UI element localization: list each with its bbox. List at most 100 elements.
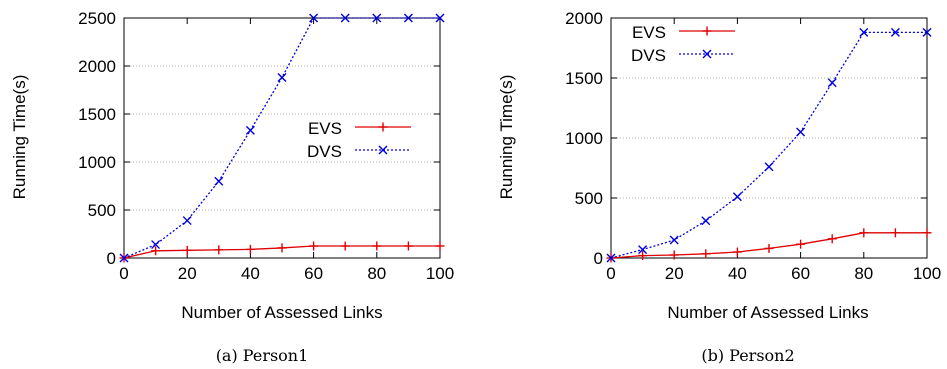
legend-sample-dvs xyxy=(679,49,735,59)
series-line-dvs xyxy=(123,17,440,259)
data-point-dvs xyxy=(701,216,711,226)
data-point-dvs xyxy=(435,13,445,23)
data-point-evs xyxy=(890,228,900,238)
data-point-dvs xyxy=(309,13,319,23)
y-tick-label: 500 xyxy=(88,201,116,220)
legend-label-dvs: DVS xyxy=(631,46,666,65)
legend-label-dvs: DVS xyxy=(307,142,342,161)
x-axis-title: Number of Assessed Links xyxy=(181,303,382,322)
caption: (a) Person1 xyxy=(216,346,309,365)
data-point-evs xyxy=(638,251,648,261)
legend-marker xyxy=(378,145,388,155)
series-layer xyxy=(119,13,445,263)
x-tick-label: 40 xyxy=(728,264,747,283)
legend: EVS DVS xyxy=(307,119,411,161)
x-tick-label: 100 xyxy=(913,264,941,283)
data-point-dvs xyxy=(340,13,350,23)
data-point-evs xyxy=(701,249,711,259)
data-point-evs xyxy=(245,244,255,254)
data-point-evs xyxy=(827,234,837,244)
x-tick-label: 20 xyxy=(665,264,684,283)
caption: (b) Person2 xyxy=(701,346,794,365)
series-line-dvs xyxy=(610,31,927,259)
plot-border xyxy=(123,17,441,259)
x-tick-label: 20 xyxy=(178,264,197,283)
data-point-dvs xyxy=(606,253,616,263)
legend-marker xyxy=(378,122,388,132)
y-tick-label: 500 xyxy=(575,189,603,208)
legend-marker xyxy=(702,26,712,36)
data-point-dvs xyxy=(669,235,679,245)
data-point-evs xyxy=(309,241,319,251)
y-tick-label: 1000 xyxy=(565,129,603,148)
plot-frame xyxy=(123,17,441,259)
data-point-evs xyxy=(372,241,382,251)
data-point-evs xyxy=(182,245,192,255)
x-tick-label: 80 xyxy=(854,264,873,283)
x-tick-label: 60 xyxy=(791,264,810,283)
data-point-evs xyxy=(859,228,869,238)
legend-sample-dvs xyxy=(355,145,411,155)
y-tick-label: 2000 xyxy=(565,9,603,28)
legend: EVS DVS xyxy=(631,23,735,65)
data-point-evs xyxy=(669,250,679,260)
data-point-dvs xyxy=(638,245,648,255)
x-tick-label: 100 xyxy=(426,264,454,283)
y-tick-label: 1500 xyxy=(78,105,116,124)
y-tick-label: 1000 xyxy=(78,153,116,172)
data-point-evs xyxy=(403,241,413,251)
data-point-dvs xyxy=(372,13,382,23)
data-point-dvs xyxy=(277,73,287,83)
data-point-dvs xyxy=(890,27,900,37)
data-point-dvs xyxy=(151,240,161,250)
data-point-evs xyxy=(340,241,350,251)
data-point-dvs xyxy=(922,27,932,37)
x-tick-label: 0 xyxy=(119,264,128,283)
data-point-dvs xyxy=(119,253,129,263)
data-point-evs xyxy=(796,239,806,249)
legend-sample-evs xyxy=(679,26,735,36)
x-tick-label: 60 xyxy=(304,264,323,283)
data-point-evs xyxy=(151,246,161,256)
grid-lines xyxy=(124,65,440,211)
y-tick-label: 0 xyxy=(107,249,116,268)
data-point-evs xyxy=(732,247,742,257)
y-tick-label: 2000 xyxy=(78,57,116,76)
x-tick-label: 80 xyxy=(367,264,386,283)
data-point-dvs xyxy=(732,192,742,202)
data-point-dvs xyxy=(214,176,224,186)
series-layer xyxy=(606,27,932,263)
legend-sample-evs xyxy=(355,122,411,132)
y-tick-label: 2500 xyxy=(78,9,116,28)
data-point-dvs xyxy=(403,13,413,23)
legend-label-evs: EVS xyxy=(632,23,666,42)
plot-frame xyxy=(610,17,928,259)
data-point-evs xyxy=(214,245,224,255)
data-point-dvs xyxy=(764,162,774,172)
x-tick-label: 0 xyxy=(606,264,615,283)
y-axis-title: Running Time(s) xyxy=(497,75,516,200)
data-point-dvs xyxy=(859,27,869,37)
y-tick-label: 1500 xyxy=(565,69,603,88)
data-point-evs xyxy=(435,241,445,251)
data-point-evs xyxy=(277,243,287,253)
y-tick-label: 0 xyxy=(594,249,603,268)
data-point-evs xyxy=(922,228,932,238)
data-point-dvs xyxy=(796,127,806,137)
x-tick-label: 40 xyxy=(241,264,260,283)
grid-lines xyxy=(611,77,927,199)
legend-marker xyxy=(702,49,712,59)
y-axis-title: Running Time(s) xyxy=(10,75,29,200)
data-point-dvs xyxy=(182,216,192,226)
x-axis-title: Number of Assessed Links xyxy=(667,303,868,322)
data-point-dvs xyxy=(245,125,255,135)
data-point-dvs xyxy=(827,78,837,88)
data-point-evs xyxy=(764,243,774,253)
legend-label-evs: EVS xyxy=(308,119,342,138)
